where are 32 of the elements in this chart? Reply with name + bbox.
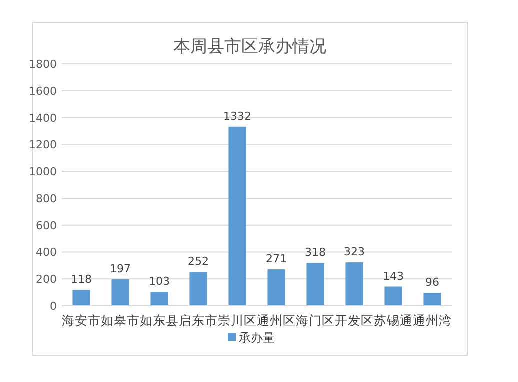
data-label: 1332 bbox=[224, 110, 252, 123]
data-label: 271 bbox=[266, 252, 287, 266]
y-tick-label: 200 bbox=[36, 273, 57, 286]
y-tick-label: 800 bbox=[36, 192, 57, 206]
y-tick-label: 1200 bbox=[29, 138, 57, 152]
x-tick-label: 通州湾 bbox=[413, 313, 452, 328]
data-label: 96 bbox=[426, 276, 440, 290]
data-label: 252 bbox=[188, 255, 209, 268]
data-label: 118 bbox=[71, 273, 92, 286]
x-tick-label: 海安市 bbox=[62, 313, 101, 328]
x-tick-label: 海门区 bbox=[296, 313, 335, 328]
data-label: 103 bbox=[149, 275, 170, 288]
data-label: 197 bbox=[110, 262, 131, 276]
x-tick-label: 通州区 bbox=[257, 313, 296, 328]
y-tick-label: 1000 bbox=[29, 166, 57, 179]
y-tick-label: 400 bbox=[36, 246, 57, 260]
y-tick-label: 0 bbox=[50, 300, 57, 313]
y-tick-label: 600 bbox=[36, 219, 57, 232]
y-tick-label: 1600 bbox=[29, 84, 57, 98]
chart-title: 本周县市区承办情况 bbox=[174, 37, 326, 57]
y-tick-label: 1400 bbox=[29, 112, 57, 125]
x-tick-label: 如皋市 bbox=[101, 313, 140, 328]
y-tick-label: 1800 bbox=[29, 58, 57, 71]
x-tick-label: 如东县 bbox=[140, 313, 179, 328]
x-tick-label: 崇川区 bbox=[218, 313, 257, 328]
data-label: 323 bbox=[344, 246, 365, 259]
legend-label: 承办量 bbox=[239, 331, 275, 345]
x-tick-label: 启东市 bbox=[179, 313, 218, 328]
data-label: 143 bbox=[383, 270, 404, 283]
data-label: 318 bbox=[305, 246, 326, 260]
x-tick-label: 开发区 bbox=[335, 313, 374, 328]
x-tick-label: 苏锡通 bbox=[374, 313, 413, 328]
